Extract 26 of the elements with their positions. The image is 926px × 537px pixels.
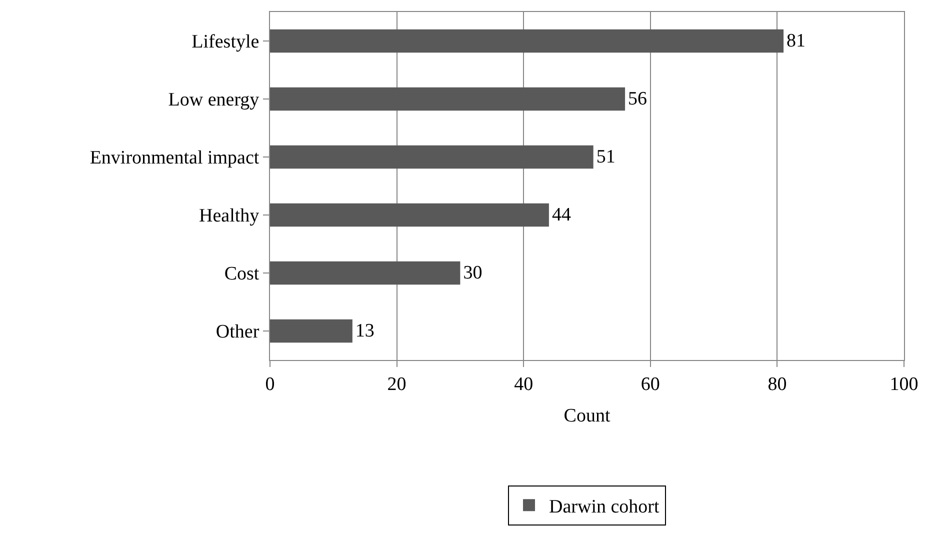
y-tick-label: Environmental impact [90,148,260,169]
x-axis-title: Count [564,406,611,427]
x-tick-label: 40 [514,374,534,395]
y-tick-label: Low energy [168,90,260,111]
legend-label: Darwin cohort [549,496,660,518]
data-label: 51 [596,146,616,168]
data-label: 30 [463,262,482,284]
data-label: 44 [552,204,572,226]
bar [270,29,784,53]
bar [270,261,460,285]
y-tick-label: Other [216,322,260,343]
data-label: 13 [355,320,374,342]
y-tick-label: Lifestyle [192,32,260,53]
x-tick-label: 80 [768,374,787,395]
x-tick-label: 60 [640,374,660,395]
bar [270,145,594,169]
bar [270,319,352,343]
data-label: 81 [786,30,806,52]
data-label: 56 [628,88,648,110]
x-tick-label: 0 [265,374,275,395]
bar [270,203,549,227]
y-tick-label: Healthy [199,206,260,227]
x-tick-label: 100 [890,374,918,395]
x-tick-label: 20 [387,374,406,395]
bar [270,87,626,111]
y-tick-label: Cost [224,264,260,285]
